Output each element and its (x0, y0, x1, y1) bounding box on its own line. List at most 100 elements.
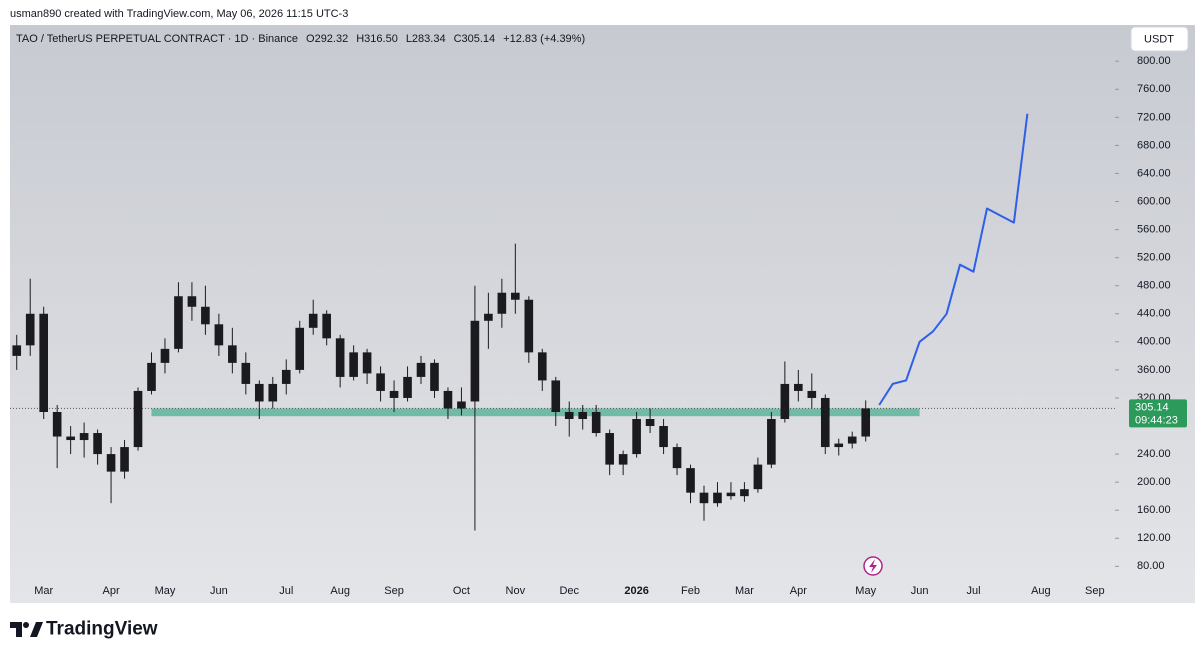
x-tick-label: Jul (966, 585, 980, 597)
x-tick-label: Apr (103, 585, 120, 597)
currency-button[interactable] (1130, 26, 1189, 52)
x-tick-label: Sep (1085, 585, 1105, 597)
candle-body (591, 411, 601, 434)
x-tick-label: 2026 (624, 585, 648, 597)
candle-body (524, 299, 534, 353)
candle-body (443, 390, 453, 409)
candle-body (645, 419, 655, 427)
brand-logo (10, 622, 43, 637)
y-tick-label: 600.00 (1137, 195, 1171, 207)
candle-body (52, 411, 62, 437)
candle-body (133, 390, 143, 448)
x-tick-label: Jun (210, 585, 228, 597)
candle-body (403, 376, 412, 398)
candle-body (349, 352, 358, 377)
y-tick-label: 400.00 (1137, 336, 1171, 348)
ohlc-low: L283.34 (406, 33, 446, 45)
candle-body (713, 492, 722, 504)
candle-body (376, 373, 385, 391)
y-tick-label: 360.00 (1137, 364, 1171, 376)
y-tick-label: 440.00 (1137, 308, 1171, 320)
y-tick-label: 520.00 (1137, 252, 1171, 264)
candle-body (820, 397, 830, 448)
candle-body (268, 383, 278, 402)
candle-body (470, 320, 480, 402)
x-tick-label: Aug (1031, 585, 1051, 597)
x-tick-label: Apr (790, 585, 807, 597)
candle-body (686, 468, 695, 493)
currency-label[interactable]: USDT (1144, 33, 1174, 45)
brand-name: TradingView (46, 619, 158, 640)
ohlc-close: C305.14 (454, 33, 496, 45)
candle-body (241, 362, 251, 384)
candle-body (767, 419, 776, 465)
y-tick-label: 80.00 (1137, 560, 1165, 572)
y-tick-label: 680.00 (1137, 139, 1171, 151)
x-tick-label: Jul (279, 585, 293, 597)
candle-body (389, 390, 399, 398)
candle-body (25, 313, 35, 346)
candle-body (457, 401, 466, 409)
candle-body (753, 464, 763, 490)
candle-body (335, 338, 345, 377)
symbol-header: TAO / TetherUS PERPETUAL CONTRACT · 1D ·… (16, 33, 585, 45)
x-tick-label: Dec (559, 585, 579, 597)
candle-body (79, 433, 89, 441)
countdown-label: 09:44:23 (1135, 414, 1178, 426)
candle-body (228, 345, 237, 363)
ohlc-high: H316.50 (356, 33, 398, 45)
candle-body (93, 433, 102, 455)
candle-body (281, 369, 291, 384)
candle-body (578, 411, 588, 420)
candle-body (511, 292, 520, 300)
candle-body (618, 454, 628, 465)
y-tick-label: 560.00 (1137, 223, 1171, 235)
y-tick-label: 240.00 (1137, 448, 1171, 460)
candle-body (672, 447, 682, 469)
x-tick-label: Sep (384, 585, 404, 597)
x-tick-label: Mar (34, 585, 53, 597)
y-tick-label: 760.00 (1137, 83, 1171, 95)
x-tick-label: Jun (911, 585, 929, 597)
candle-body (295, 327, 305, 370)
support-zone (151, 408, 920, 417)
y-tick-label: 200.00 (1137, 476, 1171, 488)
candle-body (564, 411, 574, 420)
candle-body (106, 454, 116, 472)
candle-body (659, 426, 668, 448)
y-tick-label: 640.00 (1137, 167, 1171, 179)
candle-body (834, 443, 844, 448)
candle-body (726, 492, 736, 497)
change: +12.83 (+4.39%) (503, 33, 585, 45)
y-tick-label: 120.00 (1137, 532, 1171, 544)
last-price-box (1129, 399, 1187, 428)
candle-body (807, 390, 817, 398)
candle-body (551, 380, 561, 412)
y-tick-label: 720.00 (1137, 111, 1171, 123)
candle-body (187, 296, 197, 307)
candle-body (12, 345, 22, 356)
chart-panel (10, 25, 1195, 603)
candle-body (201, 306, 210, 325)
candle-body (322, 313, 331, 339)
candle-body (254, 383, 264, 402)
y-tick-label: 800.00 (1137, 55, 1171, 67)
x-tick-label: Feb (681, 585, 700, 597)
projection-line (878, 113, 1029, 406)
candle-body (740, 489, 749, 497)
candle-body (308, 313, 318, 328)
candle-body (430, 362, 439, 391)
attribution: usman890 created with TradingView.com, M… (10, 8, 348, 20)
x-tick-label: Nov (506, 585, 526, 597)
candle-body (160, 348, 170, 363)
y-tick-label: 480.00 (1137, 280, 1171, 292)
alert-icon (863, 556, 883, 576)
last-price-label: 305.14 (1135, 401, 1169, 413)
x-tick-label: May (855, 585, 876, 597)
candle-body (484, 313, 493, 321)
y-tick-label: 160.00 (1137, 504, 1171, 516)
candle-body (147, 362, 156, 391)
candle-body (497, 292, 507, 314)
